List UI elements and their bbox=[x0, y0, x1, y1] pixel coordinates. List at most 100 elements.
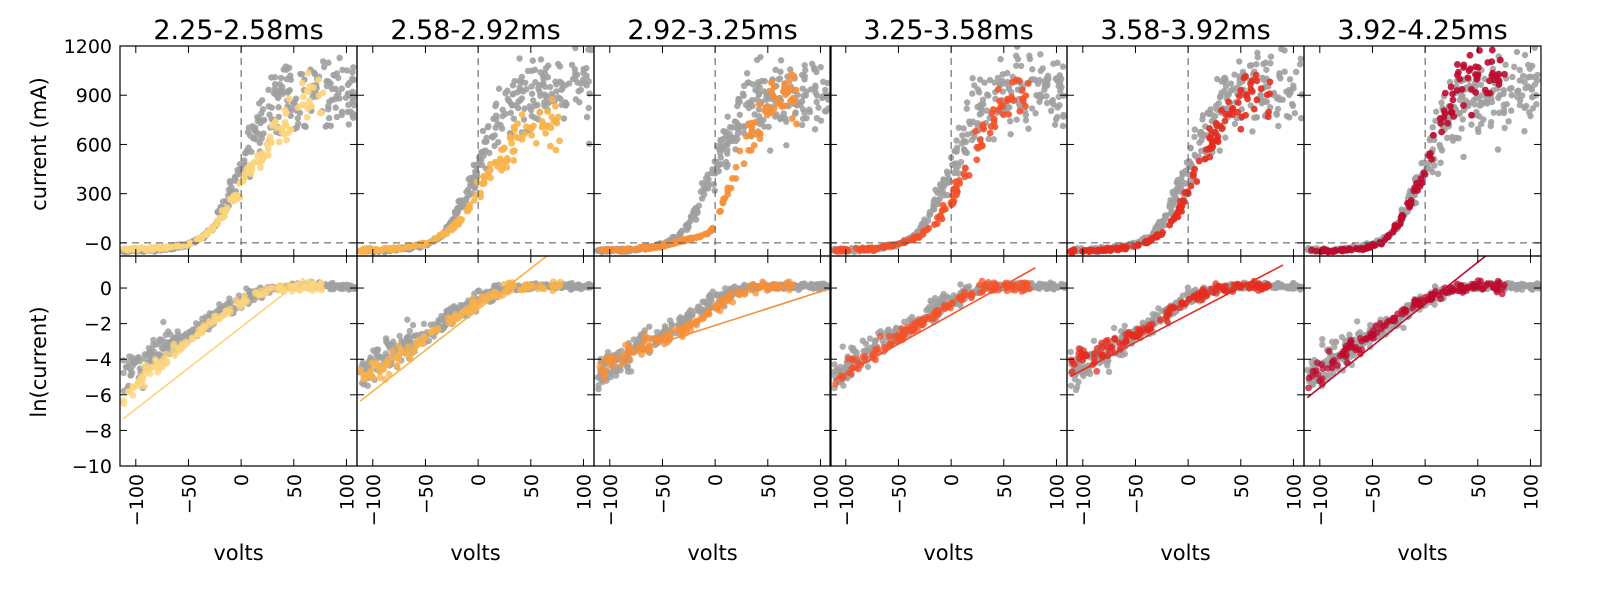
background-point bbox=[1477, 81, 1485, 88]
highlighted-point bbox=[544, 108, 551, 115]
background-point bbox=[512, 102, 520, 109]
background-point bbox=[449, 304, 456, 311]
background-point bbox=[1231, 71, 1238, 78]
highlighted-point bbox=[438, 231, 446, 238]
background-point bbox=[777, 57, 785, 64]
background-point bbox=[754, 79, 762, 86]
highlighted-point bbox=[280, 130, 288, 138]
background-point bbox=[1059, 122, 1067, 130]
background-point bbox=[260, 130, 267, 137]
background-point bbox=[760, 116, 767, 124]
highlighted-point bbox=[213, 220, 221, 228]
background-point bbox=[1438, 147, 1446, 154]
highlighted-points-top bbox=[357, 96, 563, 256]
background-point bbox=[813, 98, 820, 106]
background-point bbox=[971, 82, 978, 89]
background-point bbox=[997, 56, 1004, 63]
background-point bbox=[1477, 120, 1485, 128]
background-point bbox=[777, 68, 784, 75]
background-point bbox=[1466, 99, 1473, 107]
highlighted-point bbox=[445, 226, 453, 234]
background-point bbox=[1225, 91, 1232, 98]
background-point bbox=[546, 83, 554, 91]
highlighted-point bbox=[298, 79, 306, 87]
highlighted-point bbox=[496, 292, 504, 300]
background-point bbox=[726, 124, 734, 131]
background-point bbox=[420, 320, 428, 328]
highlighted-point bbox=[306, 97, 313, 105]
background-points-bottom bbox=[357, 279, 594, 389]
background-point bbox=[518, 95, 526, 102]
highlighted-point bbox=[503, 155, 511, 162]
background-point bbox=[940, 290, 947, 298]
highlighted-point bbox=[319, 89, 327, 97]
highlighted-point bbox=[315, 76, 322, 84]
highlighted-point bbox=[159, 360, 167, 368]
background-point bbox=[528, 83, 535, 90]
background-point bbox=[1254, 54, 1261, 61]
background-point bbox=[1531, 46, 1538, 51]
highlighted-point bbox=[123, 246, 131, 254]
background-point bbox=[709, 288, 716, 295]
background-point bbox=[556, 78, 564, 86]
background-point bbox=[926, 211, 933, 219]
highlighted-point bbox=[304, 69, 312, 77]
background-point bbox=[294, 114, 302, 122]
background-points-bottom bbox=[1067, 279, 1304, 394]
background-point bbox=[320, 63, 328, 71]
highlighted-point bbox=[308, 102, 315, 110]
background-point bbox=[969, 75, 976, 82]
highlighted-point bbox=[486, 290, 494, 298]
background-point bbox=[661, 322, 669, 330]
background-point bbox=[1500, 106, 1508, 113]
highlighted-point bbox=[788, 115, 796, 122]
highlighted-point bbox=[453, 313, 461, 321]
background-point bbox=[1253, 61, 1260, 68]
background-point bbox=[1060, 113, 1067, 120]
highlighted-point bbox=[238, 298, 246, 306]
background-point bbox=[345, 101, 352, 109]
background-point bbox=[719, 146, 726, 153]
background-point bbox=[235, 169, 242, 176]
background-point bbox=[983, 107, 991, 114]
background-point bbox=[1155, 305, 1162, 312]
background-point bbox=[815, 104, 822, 111]
highlighted-point bbox=[379, 246, 387, 253]
background-point bbox=[192, 320, 200, 327]
background-point bbox=[1080, 372, 1087, 380]
background-point bbox=[1212, 112, 1219, 120]
background-point bbox=[1432, 108, 1440, 115]
background-point bbox=[1105, 368, 1113, 376]
background-point bbox=[777, 115, 784, 123]
background-point bbox=[311, 71, 319, 78]
background-point bbox=[285, 64, 293, 72]
highlighted-point bbox=[512, 133, 520, 141]
background-point bbox=[682, 222, 690, 229]
background-point bbox=[831, 361, 838, 368]
background-point bbox=[1533, 101, 1540, 108]
highlighted-point bbox=[536, 108, 544, 116]
highlighted-point bbox=[469, 294, 477, 302]
highlighted-point bbox=[267, 137, 275, 145]
background-point bbox=[807, 86, 815, 93]
highlighted-point bbox=[275, 138, 283, 146]
background-point bbox=[346, 79, 353, 86]
background-point bbox=[474, 161, 482, 169]
background-point bbox=[755, 106, 763, 113]
highlighted-point bbox=[431, 235, 439, 243]
background-point bbox=[277, 74, 285, 82]
background-point bbox=[753, 56, 761, 64]
highlighted-point bbox=[275, 284, 283, 292]
background-point bbox=[819, 94, 826, 102]
background-point bbox=[1510, 63, 1518, 71]
background-point bbox=[799, 85, 806, 92]
background-point bbox=[646, 323, 653, 330]
background-point bbox=[325, 59, 332, 66]
background-point bbox=[528, 90, 536, 97]
background-point bbox=[1178, 178, 1186, 185]
background-point bbox=[1222, 134, 1229, 141]
background-point bbox=[326, 98, 333, 105]
background-point bbox=[766, 147, 774, 154]
background-point bbox=[934, 189, 941, 196]
highlighted-point bbox=[379, 362, 387, 370]
